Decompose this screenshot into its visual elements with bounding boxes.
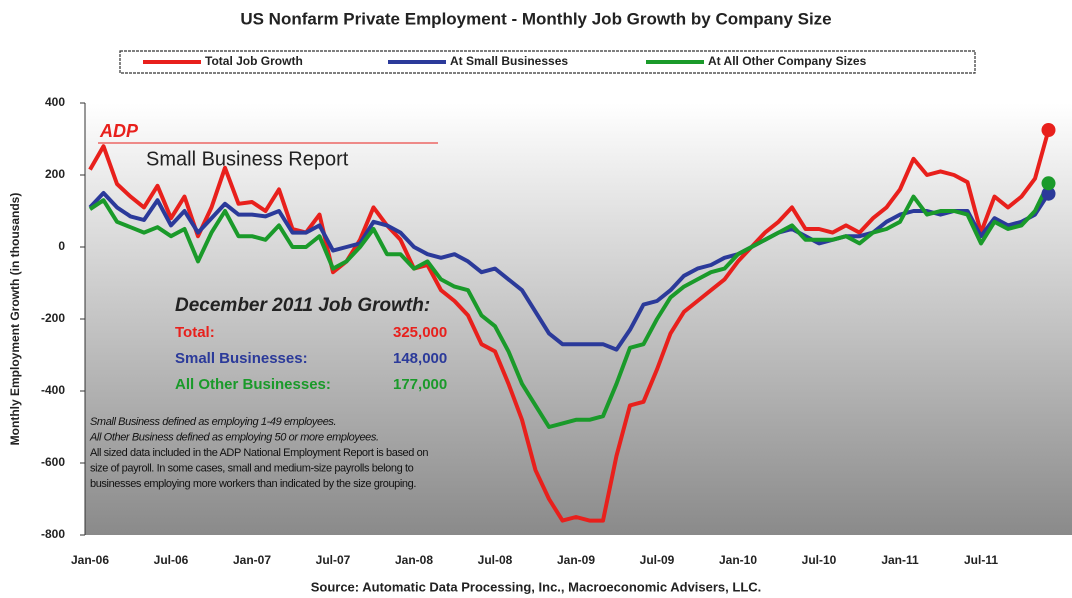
summary-value: 148,000 bbox=[393, 350, 447, 367]
x-tick-label: Jan-06 bbox=[71, 553, 109, 567]
y-tick-label: -800 bbox=[41, 527, 65, 541]
note: size of payroll. In some cases, small an… bbox=[90, 462, 414, 474]
summary-label: Total: bbox=[175, 324, 215, 341]
summary-label: Small Businesses: bbox=[175, 350, 308, 367]
summary-value: 177,000 bbox=[393, 376, 447, 393]
legend-label: Total Job Growth bbox=[205, 54, 303, 68]
report-name: Small Business Report bbox=[146, 148, 349, 170]
x-tick-label: Jul-11 bbox=[964, 553, 998, 567]
y-tick-label: 400 bbox=[45, 95, 65, 109]
y-tick-label: -600 bbox=[41, 455, 65, 469]
x-tick-label: Jan-11 bbox=[881, 553, 919, 567]
legend-box bbox=[119, 50, 976, 74]
end-dot bbox=[1041, 186, 1056, 201]
summary-label: All Other Businesses: bbox=[175, 376, 331, 393]
logo: ADP bbox=[99, 121, 139, 141]
y-tick-label: 200 bbox=[45, 167, 65, 181]
note: All sized data included in the ADP Natio… bbox=[90, 447, 428, 459]
x-tick-label: Jan-08 bbox=[395, 553, 433, 567]
x-tick-label: Jan-09 bbox=[557, 553, 595, 567]
y-tick-label: 0 bbox=[58, 239, 65, 253]
note: Small Business defined as employing 1-49… bbox=[90, 416, 336, 428]
y-tick-label: -200 bbox=[41, 311, 65, 325]
y-tick-label: -400 bbox=[41, 383, 65, 397]
x-tick-label: Jul-08 bbox=[478, 553, 513, 567]
summary-value: 325,000 bbox=[393, 324, 447, 341]
x-tick-label: Jan-07 bbox=[233, 553, 271, 567]
x-tick-label: Jan-10 bbox=[719, 553, 757, 567]
series-line bbox=[88, 191, 1051, 352]
legend-label: At All Other Company Sizes bbox=[708, 54, 867, 68]
x-tick-label: Jul-07 bbox=[316, 553, 351, 567]
end-dot bbox=[1041, 176, 1056, 191]
series-line bbox=[88, 129, 1051, 523]
chart-title: US Nonfarm Private Employment - Monthly … bbox=[240, 9, 831, 28]
x-tick-label: Jul-10 bbox=[802, 553, 837, 567]
y-axis-label: Monthly Employment Growth (in thousands) bbox=[8, 193, 22, 446]
summary-title: December 2011 Job Growth: bbox=[175, 295, 430, 316]
end-dot bbox=[1041, 123, 1056, 137]
x-tick-label: Jul-06 bbox=[154, 553, 189, 567]
x-tick-label: Jul-09 bbox=[640, 553, 675, 567]
note: All Other Business defined as employing … bbox=[89, 431, 379, 443]
series-line bbox=[88, 182, 1051, 429]
legend-label: At Small Businesses bbox=[450, 54, 568, 68]
source: Source: Automatic Data Processing, Inc.,… bbox=[311, 579, 762, 594]
note: businesses employing more workers than i… bbox=[90, 478, 416, 490]
